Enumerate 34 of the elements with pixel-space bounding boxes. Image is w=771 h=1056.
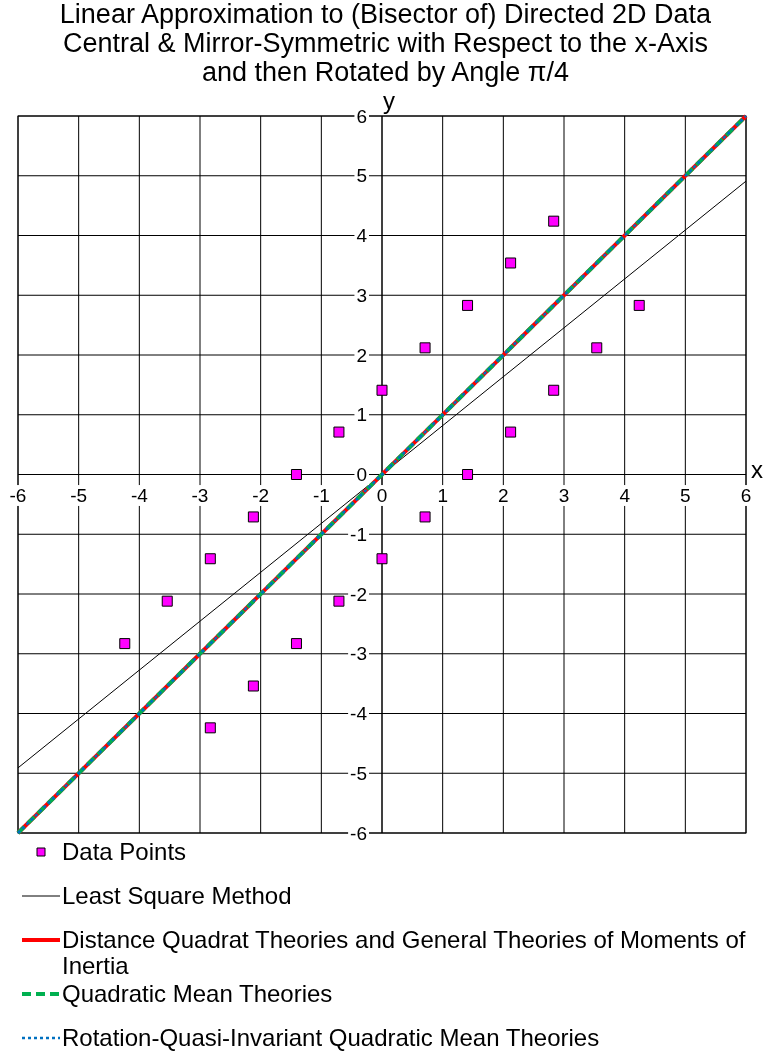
y-tick-label: -2 <box>350 583 367 605</box>
y-tick-label: -5 <box>350 762 367 784</box>
x-tick-label: 4 <box>619 485 631 507</box>
y-tick-label: -6 <box>350 822 367 844</box>
y-tick-label: 1 <box>356 404 367 426</box>
y-tick-label: 2 <box>356 344 367 366</box>
x-tick-label: 5 <box>680 485 691 507</box>
x-tick-label: -4 <box>130 485 149 507</box>
y-tick-label: 6 <box>356 105 367 127</box>
y-tick-label: -4 <box>350 703 368 725</box>
y-tick-label: -3 <box>350 643 367 665</box>
y-tick-label: 0 <box>356 464 367 486</box>
x-tick-label: -5 <box>70 485 88 507</box>
x-tick-label: -6 <box>9 485 27 507</box>
y-tick-label: 4 <box>356 225 368 247</box>
x-tick-label: -2 <box>252 485 270 507</box>
legend-label: Data Points <box>62 838 187 866</box>
x-tick-label: 1 <box>437 485 448 507</box>
legend-label: Rotation-Quasi-Invariant Quadratic Mean Theories <box>62 1024 600 1052</box>
x-tick-label: 6 <box>740 485 752 507</box>
y-tick-label: -1 <box>350 523 367 545</box>
x-tick-label: 0 <box>376 485 388 507</box>
legend-label: Quadratic Mean Theories <box>62 980 333 1008</box>
x-tick-label: 2 <box>498 485 509 507</box>
x-tick-label: -1 <box>312 485 330 507</box>
chart-title: Linear Approximation to (Bisector of) Directed 2D Data Central & Mirror-Symmetric with Respect to the x-Axis and then Rotated by Angle π/4 <box>59 0 713 87</box>
x-axis-title: x <box>751 455 763 483</box>
x-tick-label: 3 <box>558 485 570 507</box>
x-tick-label: -3 <box>191 485 209 507</box>
legend-label: Distance Quadrat Theories and General Theories of Moments of Inertia <box>62 926 746 980</box>
y-tick-label: 5 <box>356 165 367 187</box>
y-axis-title: y <box>383 87 395 114</box>
y-tick-label: 3 <box>356 284 367 306</box>
legend-label: Least Square Method <box>62 882 292 910</box>
